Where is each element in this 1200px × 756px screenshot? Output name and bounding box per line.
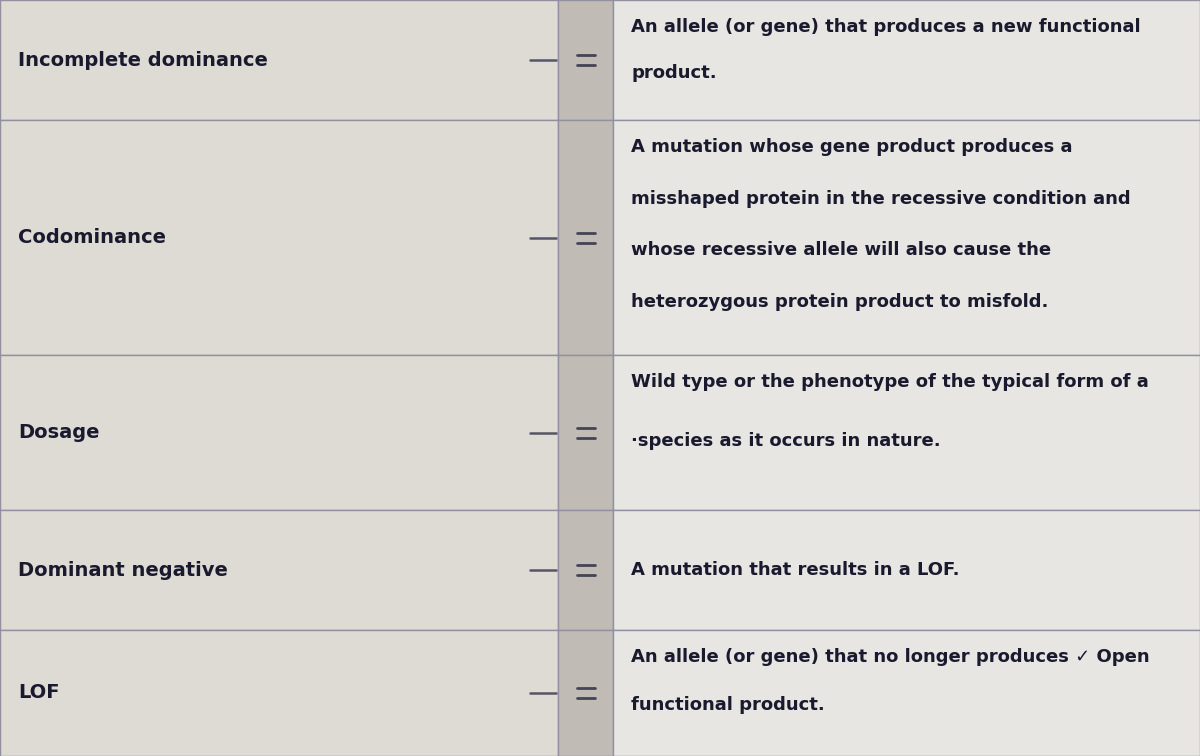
Text: ·species as it occurs in nature.: ·species as it occurs in nature. [631,432,941,450]
Text: functional product.: functional product. [631,696,824,714]
Bar [613,355,1200,510]
Text: A mutation whose gene product produces a: A mutation whose gene product produces a [631,138,1073,156]
Text: Incomplete dominance: Incomplete dominance [18,51,268,70]
Bar [558,630,613,756]
Text: heterozygous protein product to misfold.: heterozygous protein product to misfold. [631,293,1049,311]
Bar [0,630,558,756]
Text: whose recessive allele will also cause the: whose recessive allele will also cause t… [631,241,1051,259]
Bar [613,630,1200,756]
Bar [0,510,558,630]
Text: product.: product. [631,64,716,82]
Text: Dosage: Dosage [18,423,100,442]
Bar [0,0,558,120]
Text: Codominance: Codominance [18,228,166,247]
Bar [558,120,613,355]
Bar [558,0,613,120]
Text: Dominant negative: Dominant negative [18,560,228,580]
Bar [0,355,558,510]
Bar [558,355,613,510]
Bar [613,510,1200,630]
Bar [613,120,1200,355]
Text: Wild type or the phenotype of the typical form of a: Wild type or the phenotype of the typica… [631,373,1148,391]
Bar [558,510,613,630]
Text: misshaped protein in the recessive condition and: misshaped protein in the recessive condi… [631,190,1130,208]
Text: An allele (or gene) that no longer produces ✓ Open: An allele (or gene) that no longer produ… [631,648,1150,666]
Bar [0,120,558,355]
Bar [613,0,1200,120]
Text: A mutation that results in a LOF.: A mutation that results in a LOF. [631,561,960,579]
Text: LOF: LOF [18,683,60,702]
Text: An allele (or gene) that produces a new functional: An allele (or gene) that produces a new … [631,18,1141,36]
